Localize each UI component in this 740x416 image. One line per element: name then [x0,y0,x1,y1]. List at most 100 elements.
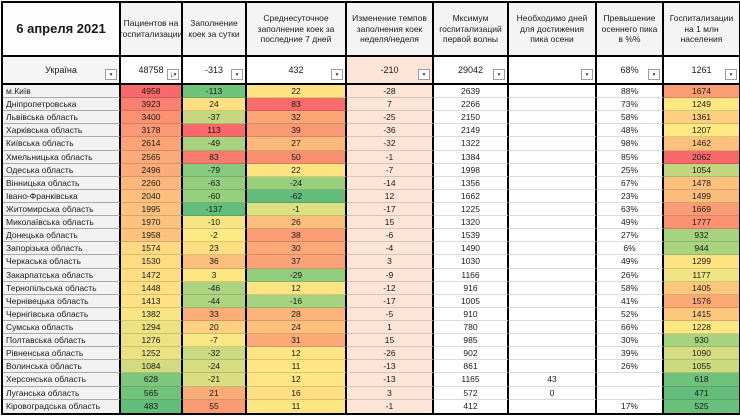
region-cell[interactable]: Херсонська область [3,373,121,387]
value-cell[interactable]: 1084 [121,360,183,374]
value-cell[interactable] [509,98,597,112]
value-cell[interactable]: 1674 [664,85,739,99]
value-cell[interactable] [509,307,597,321]
value-cell[interactable]: 1320 [434,216,509,230]
region-cell[interactable]: Кіровоградська область [3,399,121,413]
value-cell[interactable] [509,216,597,230]
value-cell[interactable] [509,281,597,295]
value-cell[interactable]: 1574 [121,242,183,256]
value-cell[interactable]: 30 [247,242,347,256]
value-cell[interactable]: 27 [247,137,347,151]
value-cell[interactable]: 23% [597,189,664,203]
value-cell[interactable] [509,111,597,125]
value-cell[interactable]: 15 [347,334,434,348]
value-cell[interactable]: -26 [347,347,434,361]
value-cell[interactable]: -60 [183,189,247,203]
value-cell[interactable]: 49% [597,216,664,230]
value-cell[interactable]: 1207 [664,124,739,138]
value-cell[interactable]: 22 [247,85,347,99]
value-cell[interactable]: -32 [183,347,247,361]
value-cell[interactable]: 37 [247,255,347,269]
value-cell[interactable]: 55 [183,399,247,413]
filter-dropdown-icon[interactable]: ▾ [331,69,343,80]
value-cell[interactable]: 1299 [664,255,739,269]
value-cell[interactable]: -16 [247,294,347,308]
value-cell[interactable]: 985 [434,334,509,348]
value-cell[interactable]: 932 [664,229,739,243]
value-cell[interactable]: 23 [183,242,247,256]
value-cell[interactable]: 24 [247,320,347,335]
value-cell[interactable]: 2260 [121,176,183,190]
value-cell[interactable]: 1276 [121,334,183,348]
region-cell[interactable]: Дніпропетровська [3,98,121,112]
region-cell[interactable]: Львівська область [3,111,121,125]
value-cell[interactable]: 780 [434,320,509,335]
value-cell[interactable]: 36 [183,255,247,269]
value-cell[interactable]: 43 [509,373,597,387]
value-cell[interactable]: -13 [347,360,434,374]
value-cell[interactable] [509,320,597,335]
value-cell[interactable]: -4 [347,242,434,256]
value-cell[interactable]: 3 [347,255,434,269]
value-cell[interactable]: -6 [347,229,434,243]
value-cell[interactable]: 3 [347,386,434,400]
value-cell[interactable]: -10 [183,216,247,230]
total-region-cell[interactable]: Україна ▾ [3,57,121,85]
value-cell[interactable]: 1 [347,320,434,335]
value-cell[interactable]: -137 [183,202,247,217]
total-cell-daily-fill[interactable]: -313 ▾ [183,57,247,85]
value-cell[interactable]: 12 [347,189,434,203]
value-cell[interactable]: -24 [183,360,247,374]
value-cell[interactable]: 41% [597,294,664,308]
value-cell[interactable]: 16 [247,386,347,400]
value-cell[interactable]: 1530 [121,255,183,269]
value-cell[interactable] [509,202,597,217]
value-cell[interactable]: 83 [183,150,247,164]
value-cell[interactable]: -113 [183,85,247,99]
region-cell[interactable]: Закарпатська область [3,268,121,282]
region-cell[interactable]: Тернопільська область [3,281,121,295]
total-cell-first-wave-max[interactable]: 29042 ▾ [434,57,509,85]
value-cell[interactable]: -17 [347,294,434,308]
value-cell[interactable]: 12 [247,281,347,295]
value-cell[interactable]: 7 [347,98,434,112]
value-cell[interactable]: 6% [597,242,664,256]
value-cell[interactable] [509,399,597,413]
value-cell[interactable]: 25% [597,163,664,177]
value-cell[interactable]: 1165 [434,373,509,387]
value-cell[interactable]: 3 [183,268,247,282]
value-cell[interactable]: 1166 [434,268,509,282]
filter-dropdown-icon[interactable]: ▾ [648,69,660,80]
region-cell[interactable]: Миколаївська область [3,216,121,230]
value-cell[interactable]: -12 [347,281,434,295]
report-date-header[interactable]: 6 апреля 2021 [3,3,121,57]
value-cell[interactable]: 11 [247,399,347,413]
value-cell[interactable]: -21 [183,373,247,387]
value-cell[interactable] [509,255,597,269]
value-cell[interactable]: -1 [347,399,434,413]
total-cell-avg7-fill[interactable]: 432 ▾ [247,57,347,85]
value-cell[interactable] [509,137,597,151]
value-cell[interactable]: -36 [347,124,434,138]
column-header-rate-change[interactable]: Изменение темпов заполнения коек неделя/… [347,3,434,57]
value-cell[interactable]: 26% [597,268,664,282]
region-cell[interactable]: Харківська область [3,124,121,138]
value-cell[interactable]: -62 [247,189,347,203]
value-cell[interactable]: 113 [183,124,247,138]
total-cell-per-million[interactable]: 1261 ▾ [664,57,739,85]
column-header-peak-exceed-pct[interactable]: Превышение осеннего пика в %% [597,3,664,57]
region-cell[interactable]: Донецька область [3,229,121,243]
value-cell[interactable]: 1322 [434,137,509,151]
value-cell[interactable]: 916 [434,281,509,295]
filter-dropdown-icon[interactable]: ▾ [418,69,430,80]
value-cell[interactable]: 2150 [434,111,509,125]
region-cell[interactable]: Рівненська область [3,347,121,361]
value-cell[interactable] [509,85,597,99]
value-cell[interactable]: 63% [597,202,664,217]
region-cell[interactable]: Чернігівська область [3,307,121,321]
value-cell[interactable]: -28 [347,85,434,99]
value-cell[interactable] [509,124,597,138]
column-header-per-million[interactable]: Госпитализации на 1 млн населения [664,3,739,57]
value-cell[interactable]: 0 [509,386,597,400]
value-cell[interactable]: -24 [247,176,347,190]
